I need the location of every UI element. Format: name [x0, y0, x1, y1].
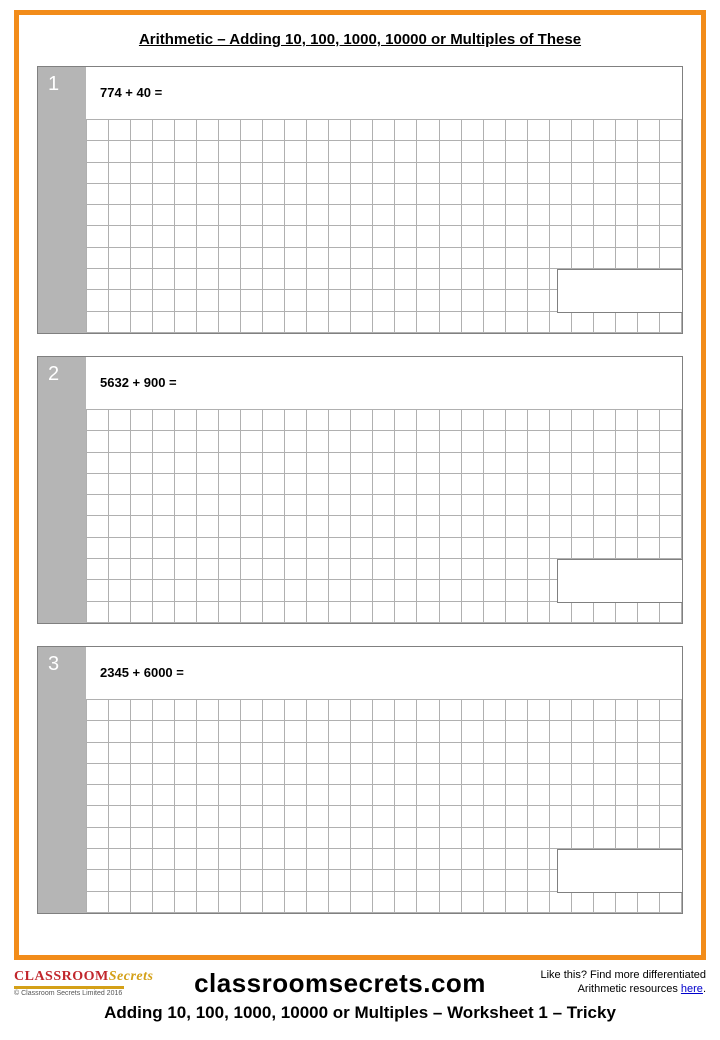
brand-logo: CLASSROOMSecrets © Classroom Secrets Lim…: [14, 969, 164, 997]
copyright-text: © Classroom Secrets Limited 2016: [14, 990, 164, 997]
problem-body: 5632 + 900 =: [86, 357, 682, 623]
worksheet-subtitle: Adding 10, 100, 1000, 10000 or Multiples…: [14, 1003, 706, 1023]
problem-block: 3 2345 + 6000 =: [37, 646, 683, 914]
page-frame: Arithmetic – Adding 10, 100, 1000, 10000…: [14, 10, 706, 960]
problem-question: 774 + 40 =: [100, 85, 162, 100]
worksheet-page: Arithmetic – Adding 10, 100, 1000, 10000…: [0, 0, 720, 1040]
problem-body: 2345 + 6000 =: [86, 647, 682, 913]
answer-box[interactable]: [557, 849, 683, 893]
page-title: Arithmetic – Adding 10, 100, 1000, 10000…: [37, 31, 683, 48]
problem-body: 774 + 40 =: [86, 67, 682, 333]
answer-box[interactable]: [557, 559, 683, 603]
problem-question: 5632 + 900 =: [100, 375, 177, 390]
logo-text-b: Secrets: [109, 969, 154, 984]
problem-block: 2 5632 + 900 =: [37, 356, 683, 624]
problem-block: 1 774 + 40 =: [37, 66, 683, 334]
promo-text: Like this? Find more differentiated Arit…: [516, 969, 706, 997]
problem-number: 1: [38, 67, 86, 333]
problem-number: 3: [38, 647, 86, 913]
footer: CLASSROOMSecrets © Classroom Secrets Lim…: [14, 965, 706, 1035]
problem-question: 2345 + 6000 =: [100, 665, 184, 680]
problem-number: 2: [38, 357, 86, 623]
site-url: classroomsecrets.com: [164, 968, 516, 999]
logo-text-a: CLASSROOM: [14, 969, 109, 984]
promo-link[interactable]: here: [681, 983, 703, 995]
answer-box[interactable]: [557, 269, 683, 313]
